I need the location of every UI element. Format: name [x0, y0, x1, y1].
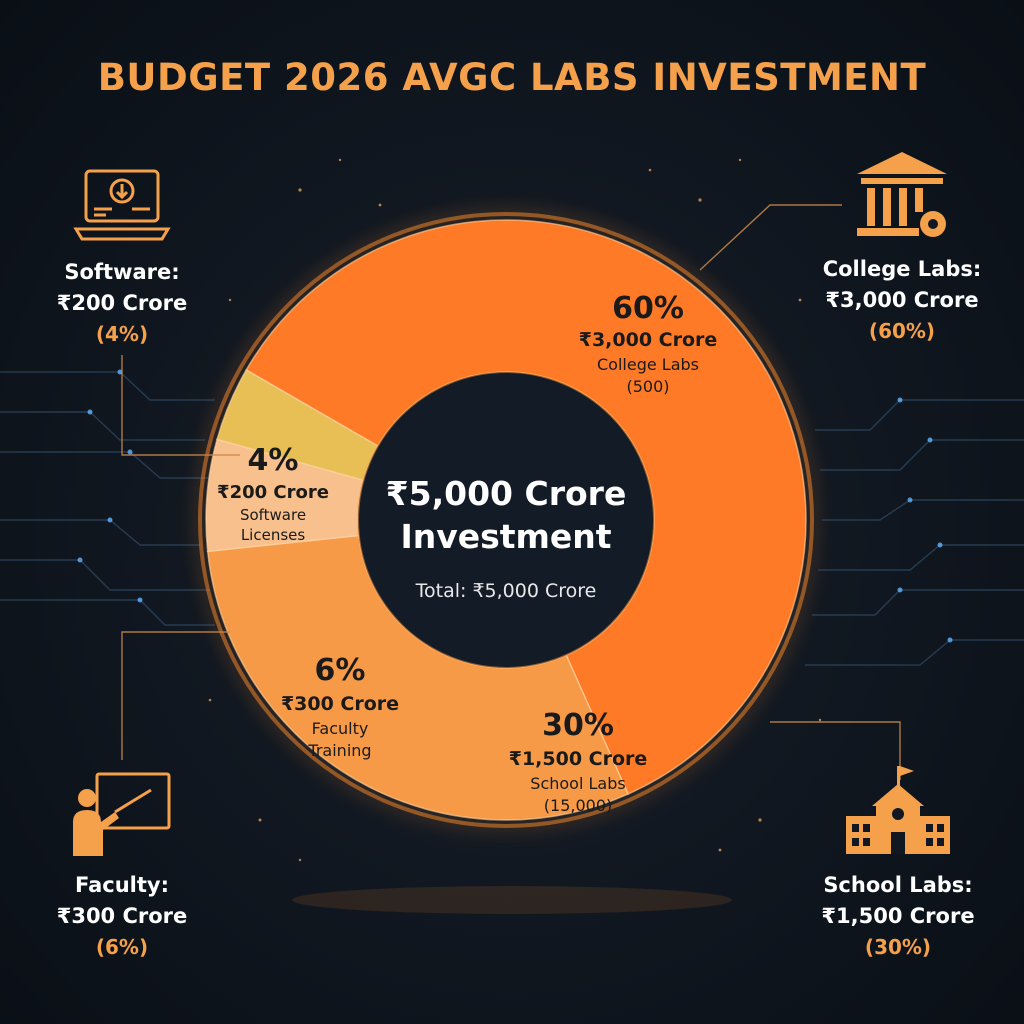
school-connector [770, 721, 901, 780]
page-title: BUDGET 2026 AVGC LABS INVESTMENT [97, 56, 927, 99]
software-callout-name: Software: [64, 260, 180, 284]
college-slice-amount: ₹3,000 Crore [579, 329, 718, 351]
college-slice-label: College Labs [597, 355, 699, 374]
school-slice-amount: ₹1,500 Crore [509, 748, 648, 770]
college-callout: College Labs: ₹3,000 Crore (60%) [792, 148, 1012, 347]
school-callout-amount: ₹1,500 Crore [821, 904, 975, 928]
faculty-callout: Faculty: ₹300 Crore (6%) [12, 768, 232, 963]
software-slice-pct: 4% [248, 443, 299, 478]
donut-hole [357, 371, 655, 669]
faculty-slice-label: Faculty [312, 719, 369, 738]
faculty-callout-amount: ₹300 Crore [56, 904, 188, 928]
university-gear-icon [857, 152, 947, 237]
software-connector [121, 355, 240, 456]
software-slice-label-2: Licenses [241, 526, 306, 544]
ring-glow [198, 212, 814, 828]
center-amount: ₹5,000 Crore [386, 474, 627, 513]
teacher-board-icon [73, 772, 171, 856]
faculty-slice-label-2: Training [307, 741, 371, 760]
center-label: Investment [400, 517, 611, 556]
software-callout: Software: ₹200 Crore (4%) [12, 165, 232, 350]
college-callout-name: College Labs: [822, 257, 982, 281]
school-building-icon [846, 766, 950, 854]
school-callout-name: School Labs: [823, 873, 973, 897]
school-slice-pct: 30% [542, 708, 614, 743]
school-slice-count: (15,000) [544, 796, 612, 815]
laptop-download-icon [73, 169, 171, 241]
college-callout-pct: (60%) [868, 319, 936, 343]
faculty-callout-pct: (6%) [95, 935, 149, 959]
software-callout-amount: ₹200 Crore [56, 291, 188, 315]
software-slice-amount: ₹200 Crore [217, 482, 329, 503]
software-callout-pct: (4%) [95, 322, 149, 346]
faculty-connector [121, 631, 230, 760]
school-slice-label: School Labs [530, 774, 625, 793]
faculty-slice-amount: ₹300 Crore [281, 693, 399, 715]
school-callout-pct: (30%) [864, 935, 932, 959]
college-callout-amount: ₹3,000 Crore [825, 288, 979, 312]
college-slice-pct: 60% [612, 291, 684, 326]
college-slice-count: (500) [626, 377, 669, 396]
center-total: Total: ₹5,000 Crore [415, 580, 597, 602]
school-callout: School Labs: ₹1,500 Crore (30%) [788, 762, 1008, 963]
faculty-callout-name: Faculty: [74, 873, 169, 897]
software-slice-label: Software [240, 506, 306, 524]
faculty-slice-pct: 6% [315, 653, 366, 688]
college-connector [699, 204, 842, 271]
